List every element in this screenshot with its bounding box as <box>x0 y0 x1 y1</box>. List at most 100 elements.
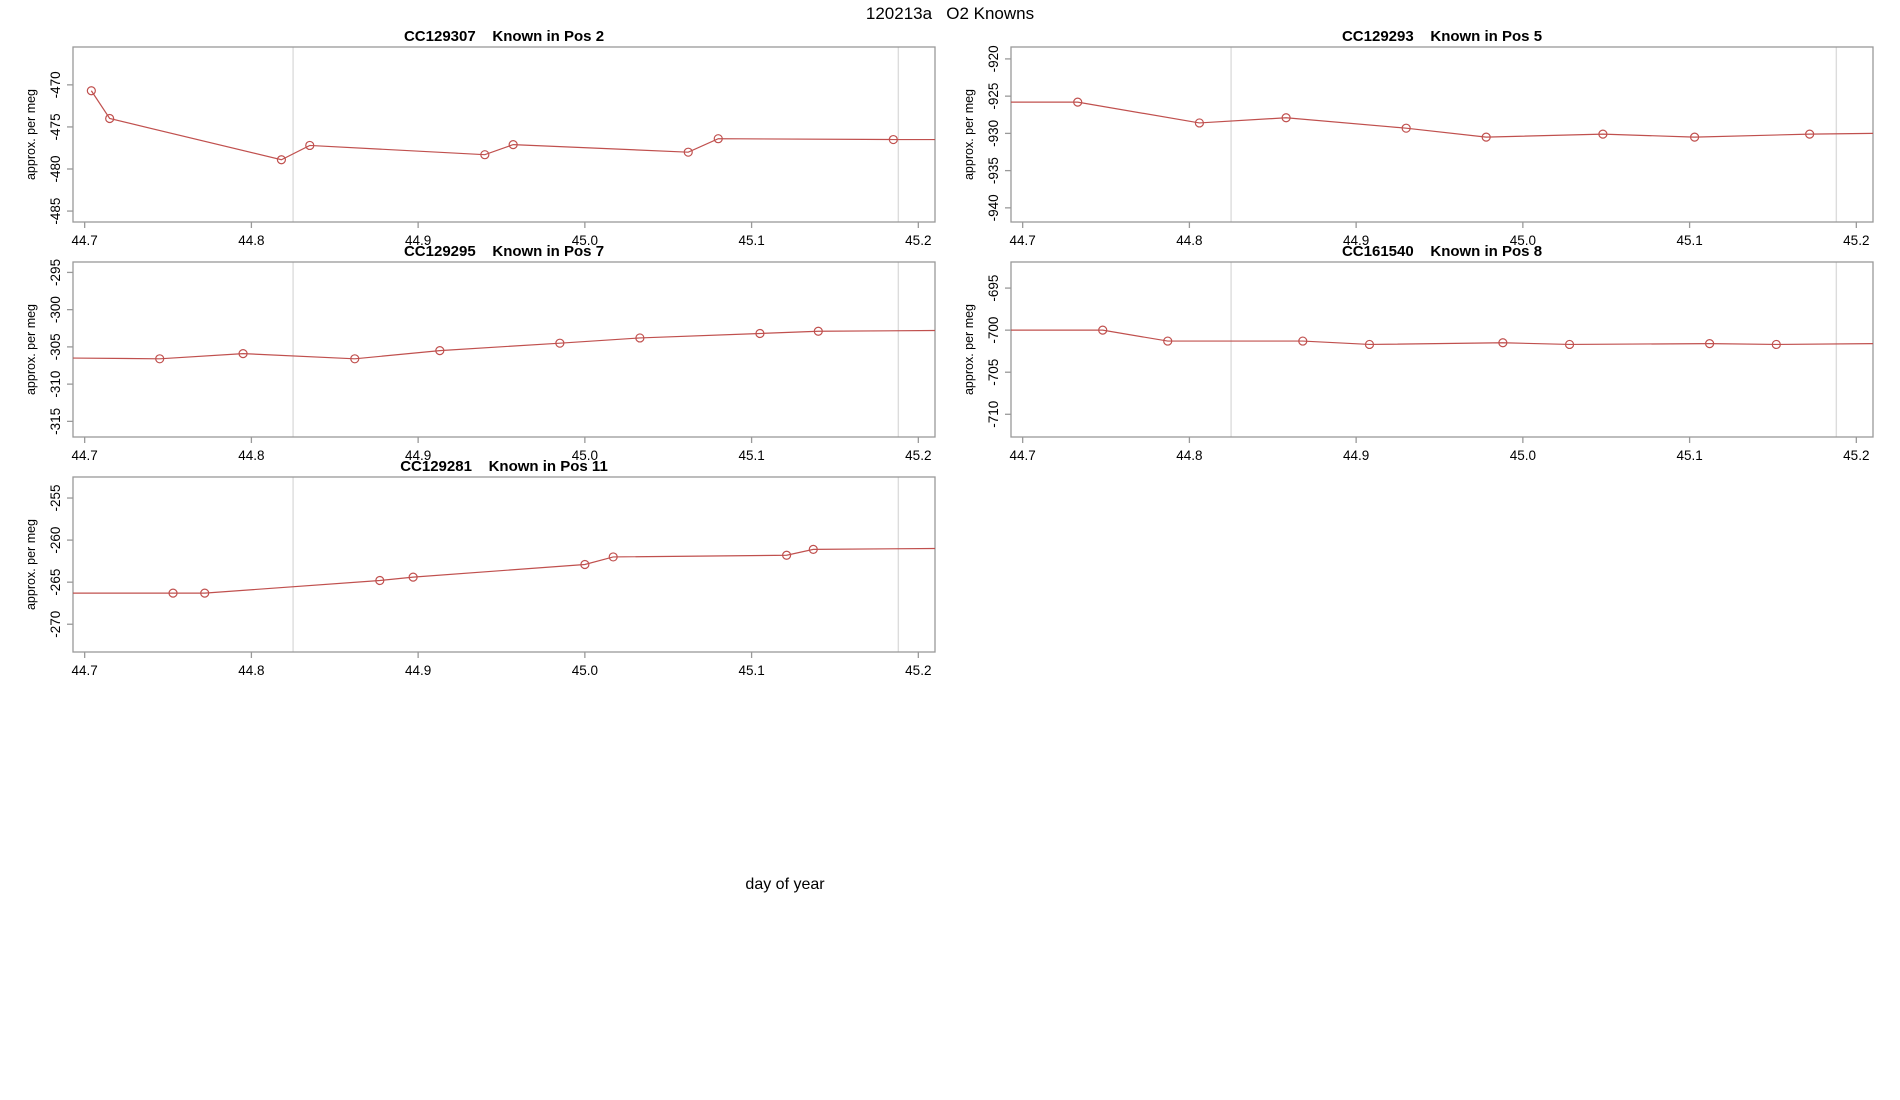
y-tick-label: -695 <box>986 275 1001 302</box>
plot-box <box>1010 46 1874 223</box>
x-tick-label: 45.1 <box>738 233 764 248</box>
y-axis-label: approx. per meg <box>24 89 38 180</box>
x-tick-label: 45.2 <box>905 448 931 463</box>
y-axis-label: approx. per meg <box>962 89 976 180</box>
page-title: 120213a O2 Knowns <box>865 4 1035 23</box>
y-tick-label: -315 <box>48 408 63 435</box>
data-point <box>155 354 165 364</box>
data-point <box>1281 113 1291 123</box>
y-tick-label: -925 <box>986 83 1001 110</box>
x-tick-label: 44.9 <box>405 448 431 463</box>
data-point <box>276 155 287 165</box>
data-point <box>480 150 490 160</box>
y-tick-label: -700 <box>986 317 1001 344</box>
x-tick-label: 44.7 <box>72 663 98 678</box>
data-point <box>755 328 765 339</box>
x-tick-label: 44.8 <box>238 448 264 463</box>
y-tick-label: -260 <box>48 527 63 554</box>
data-point <box>713 134 723 144</box>
data-point <box>408 572 418 582</box>
x-tick-label: 44.7 <box>72 233 98 248</box>
plot-box <box>72 261 936 438</box>
y-tick-label: -470 <box>48 71 63 98</box>
y-tick-label: -475 <box>48 113 63 140</box>
data-point <box>1401 123 1411 133</box>
data-point <box>608 552 618 562</box>
data-point <box>105 113 115 124</box>
y-tick-label: -480 <box>48 155 63 182</box>
x-tick-label: 45.0 <box>572 448 598 463</box>
plot-box <box>72 46 936 223</box>
data-point <box>508 139 518 150</box>
data-point <box>1705 339 1715 349</box>
x-tick-label: 44.9 <box>1343 233 1369 248</box>
y-axis-label: approx. per meg <box>24 519 38 610</box>
data-point <box>782 550 792 560</box>
x-tick-label: 45.0 <box>1510 233 1536 248</box>
data-line <box>73 547 936 594</box>
x-tick-label: 45.0 <box>572 663 598 678</box>
data-point <box>435 346 445 356</box>
y-tick-label: -705 <box>986 359 1001 386</box>
x-tick-label: 44.9 <box>1343 448 1369 463</box>
y-tick-label: -710 <box>986 401 1001 428</box>
y-tick-label: -310 <box>48 371 63 398</box>
data-point <box>1598 129 1608 139</box>
data-point <box>1194 118 1205 128</box>
data-point <box>635 333 645 343</box>
data-point <box>813 326 823 336</box>
x-axis-title: day of year <box>745 876 825 893</box>
data-point <box>1481 132 1491 142</box>
y-tick-label: -295 <box>48 259 63 286</box>
data-point <box>1298 336 1308 346</box>
data-point <box>1364 339 1375 350</box>
x-tick-label: 45.2 <box>1843 448 1869 463</box>
y-tick-label: -935 <box>986 157 1001 184</box>
y-tick-label: -300 <box>48 296 63 323</box>
data-point <box>1771 339 1781 350</box>
data-point <box>683 147 693 157</box>
x-tick-label: 45.2 <box>905 663 931 678</box>
x-tick-label: 44.7 <box>1010 233 1036 248</box>
x-tick-label: 44.8 <box>1176 448 1202 463</box>
chart-title-CC129281: CC129281 Known in Pos 11 <box>400 458 608 475</box>
chart-title-CC129295: CC129295 Known in Pos 7 <box>403 243 605 260</box>
x-tick-label: 45.0 <box>1510 448 1536 463</box>
plot-box <box>72 476 936 653</box>
y-tick-label: -940 <box>986 194 1001 221</box>
data-point <box>580 559 590 570</box>
y-tick-label: -485 <box>48 198 63 225</box>
data-point <box>1498 338 1508 348</box>
data-point <box>168 588 178 598</box>
chart-title-CC129307: CC129307 Known in Pos 2 <box>403 28 605 45</box>
data-point <box>200 588 210 598</box>
data-line <box>1011 329 1874 346</box>
data-point <box>305 140 315 151</box>
data-point <box>1098 325 1108 335</box>
data-line <box>72 329 936 360</box>
data-point <box>1805 129 1815 139</box>
data-point <box>1163 336 1173 346</box>
x-tick-label: 45.2 <box>905 233 931 248</box>
chart-title-CC161540: CC161540 Known in Pos 8 <box>1341 243 1543 260</box>
x-tick-label: 44.8 <box>238 233 264 248</box>
data-point <box>1689 132 1700 142</box>
x-tick-label: 44.9 <box>405 663 431 678</box>
x-tick-label: 45.1 <box>1676 233 1702 248</box>
x-tick-label: 45.2 <box>1843 233 1869 248</box>
data-line <box>90 90 935 161</box>
data-point <box>888 134 898 145</box>
data-line <box>1011 101 1874 138</box>
data-point <box>555 338 565 348</box>
chart-title-CC129293: CC129293 Known in Pos 5 <box>1341 28 1543 45</box>
y-tick-label: -305 <box>48 333 63 360</box>
x-tick-label: 44.8 <box>238 663 264 678</box>
data-point <box>1564 339 1575 350</box>
x-tick-label: 44.7 <box>1010 448 1036 463</box>
plot-box <box>1010 261 1874 438</box>
data-point <box>238 348 248 359</box>
y-axis-label: approx. per meg <box>962 304 976 395</box>
y-tick-label: -930 <box>986 120 1001 147</box>
y-tick-label: -265 <box>48 569 63 596</box>
